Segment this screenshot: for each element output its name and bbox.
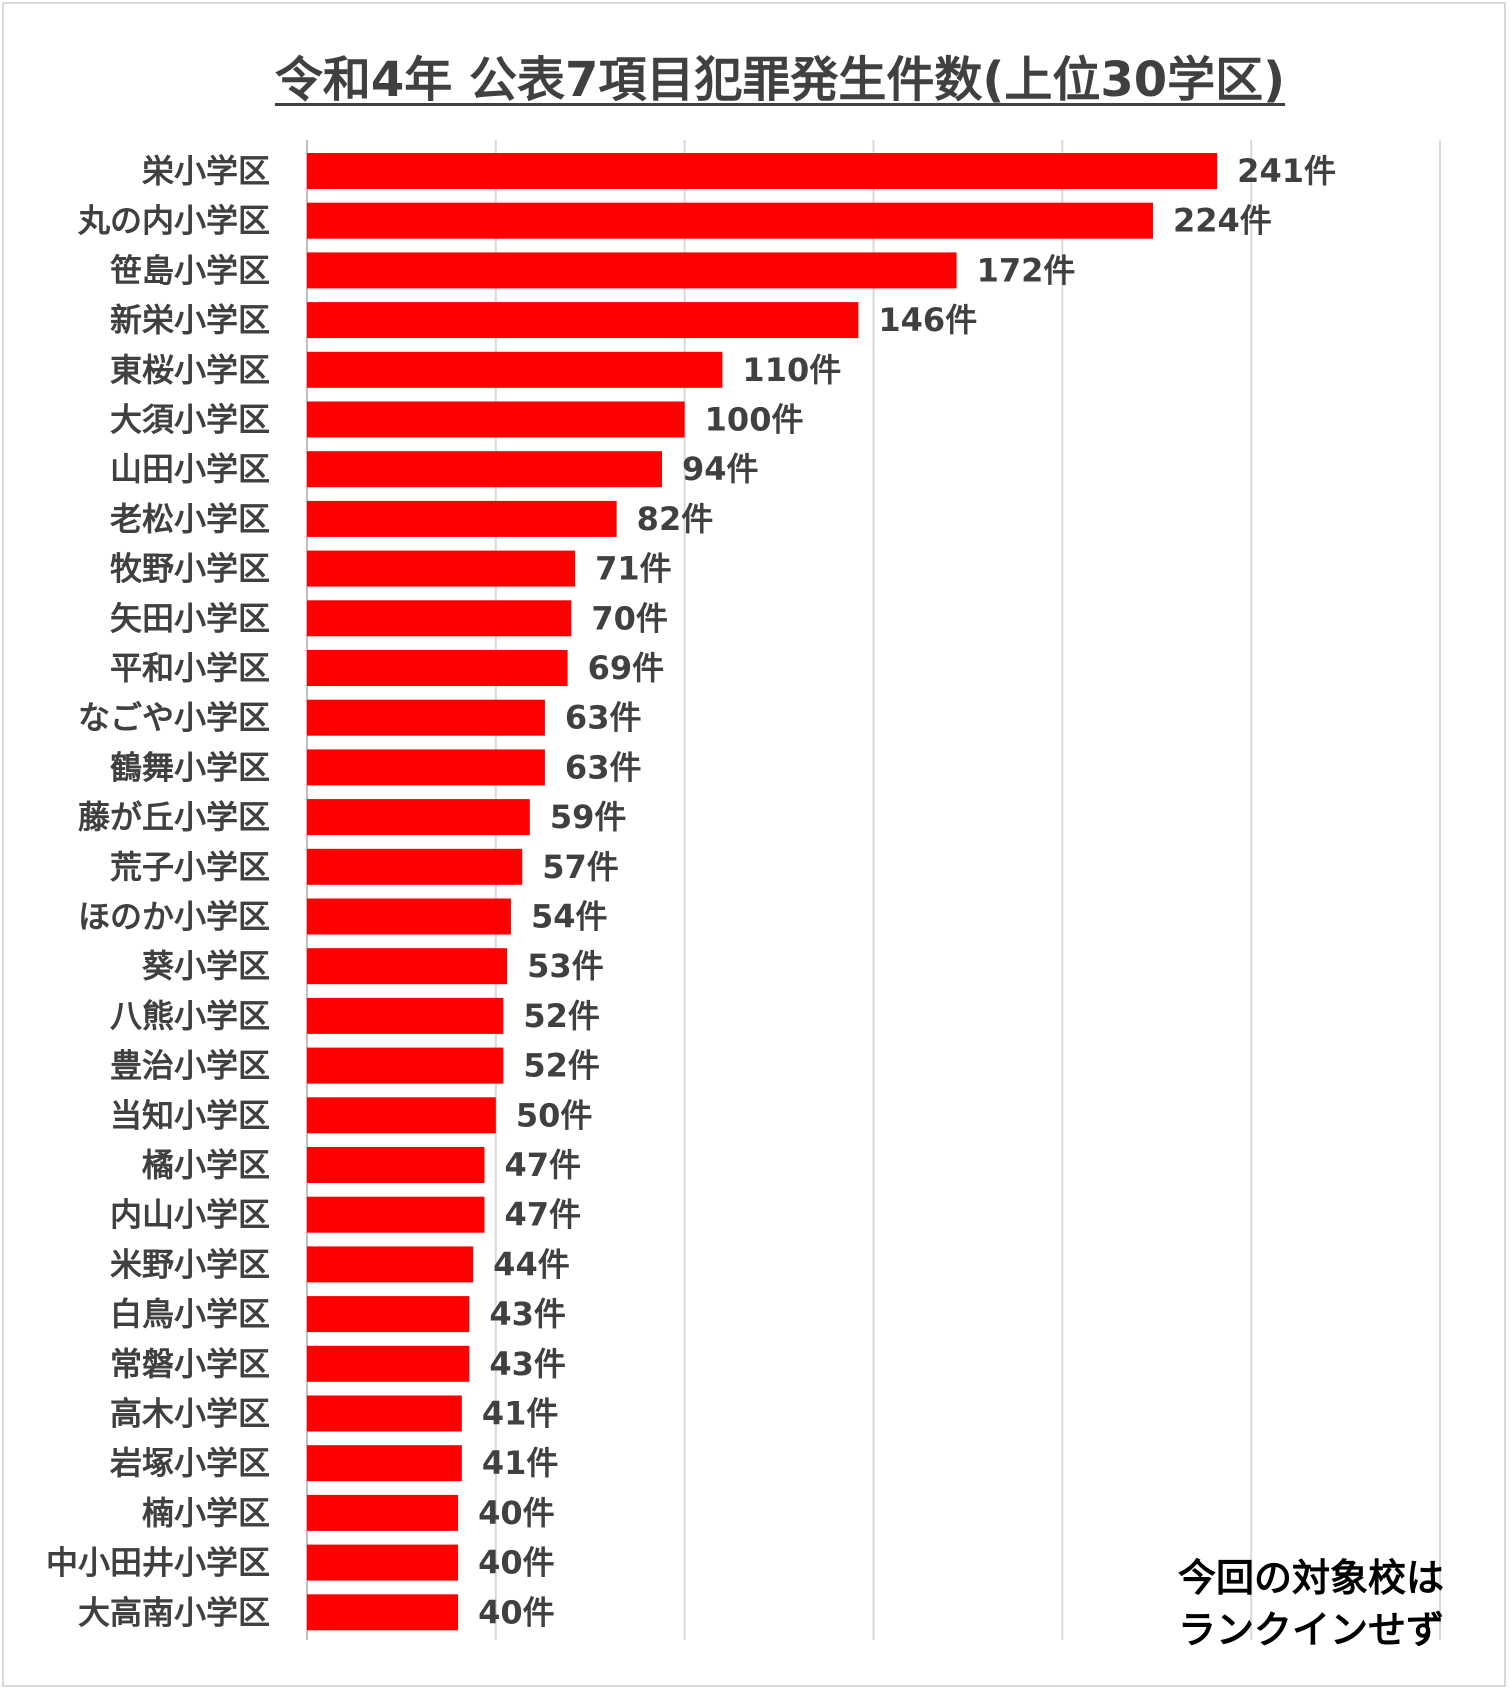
bar [307, 600, 572, 637]
data-label: 69件 [588, 649, 665, 687]
data-label: 43件 [489, 1295, 566, 1333]
category-label: 常磐小学区 [110, 1345, 270, 1383]
bar [307, 1097, 496, 1134]
data-label: 110件 [742, 351, 841, 389]
bar [307, 948, 508, 985]
data-label: 241件 [1237, 152, 1336, 190]
category-label: 矢田小学区 [110, 599, 270, 637]
data-label: 63件 [565, 748, 642, 786]
category-label: ほのか小学区 [78, 898, 270, 936]
bar [307, 1246, 474, 1283]
data-label: 224件 [1173, 202, 1272, 240]
bar [307, 202, 1153, 239]
category-label: 牧野小学区 [110, 550, 270, 588]
category-label: 鶴舞小学区 [110, 748, 270, 786]
bar [307, 1196, 485, 1233]
bar [307, 1594, 459, 1631]
category-label: 豊治小学区 [110, 1047, 270, 1085]
bar [307, 1345, 470, 1382]
category-label: 八熊小学区 [110, 997, 270, 1035]
category-label: 丸の内小学区 [77, 202, 270, 240]
data-label: 52件 [523, 997, 600, 1035]
bar [307, 749, 545, 786]
bar [307, 451, 663, 488]
bar [307, 1047, 504, 1084]
data-label: 40件 [478, 1544, 555, 1582]
category-label: 藤が丘小学区 [78, 798, 270, 836]
note-line-1: 今回の対象校は [1178, 1556, 1445, 1600]
category-label: 高木小学区 [110, 1395, 270, 1433]
chart-title: 令和4年 公表7項目犯罪発生件数(上位30学区) [274, 52, 1286, 108]
bar [307, 1395, 462, 1432]
bar [307, 302, 859, 339]
data-label: 44件 [493, 1245, 570, 1283]
note-text: 今回の対象校は ランクインせず [1178, 1552, 1444, 1656]
data-label: 146件 [878, 301, 977, 339]
category-label: 東桜小学区 [110, 351, 270, 389]
data-label: 43件 [489, 1345, 566, 1383]
data-label: 47件 [505, 1196, 582, 1234]
data-label: 52件 [523, 1047, 600, 1085]
data-label: 63件 [565, 699, 642, 737]
category-label: 笹島小学区 [110, 251, 270, 289]
bar [307, 1147, 485, 1183]
category-label: 橘小学区 [142, 1146, 270, 1184]
bar [307, 997, 504, 1034]
data-label: 70件 [591, 599, 668, 637]
category-label: 荒子小学区 [110, 848, 270, 886]
bar [307, 252, 957, 289]
bar [307, 848, 523, 885]
bar [307, 153, 1218, 189]
data-label: 47件 [505, 1146, 582, 1184]
data-label: 172件 [977, 251, 1076, 289]
data-label: 57件 [542, 848, 619, 886]
data-label: 40件 [478, 1494, 555, 1532]
bar [307, 799, 530, 836]
bar [307, 650, 568, 686]
category-label: 大須小学区 [110, 401, 270, 439]
category-label: 米野小学区 [110, 1245, 270, 1283]
category-label: 楠小学区 [142, 1494, 270, 1532]
category-label: 大高南小学区 [78, 1593, 270, 1631]
category-label: 内山小学区 [110, 1196, 270, 1234]
bar [307, 699, 545, 736]
data-label: 53件 [527, 947, 604, 985]
category-label: 白鳥小学区 [110, 1295, 270, 1333]
data-label: 41件 [482, 1395, 559, 1433]
category-label: 老松小学区 [110, 500, 270, 538]
category-label: 岩塚小学区 [110, 1444, 270, 1482]
bar [307, 550, 576, 587]
bar [307, 351, 723, 388]
category-label: 山田小学区 [110, 450, 270, 488]
data-label: 82件 [637, 500, 714, 538]
data-label: 94件 [682, 450, 759, 488]
data-label: 54件 [531, 898, 608, 936]
bar [307, 1494, 459, 1531]
data-label: 50件 [516, 1096, 593, 1134]
data-label: 71件 [595, 550, 672, 588]
bar [307, 1296, 470, 1333]
category-label: 平和小学区 [110, 649, 270, 687]
category-label: 中小田井小学区 [46, 1544, 270, 1582]
data-label: 100件 [705, 401, 804, 439]
data-label: 59件 [550, 798, 627, 836]
data-label: 40件 [478, 1593, 555, 1631]
category-label: 新栄小学区 [110, 301, 270, 339]
category-label: 栄小学区 [142, 152, 270, 190]
bar [307, 1544, 459, 1581]
bar [307, 898, 511, 935]
note-line-2: ランクインせず [1178, 1608, 1445, 1652]
category-label: 当知小学区 [110, 1096, 270, 1134]
category-label: なごや小学区 [78, 699, 270, 737]
bar [307, 1445, 462, 1482]
data-label: 41件 [482, 1444, 559, 1482]
category-label: 葵小学区 [142, 947, 270, 985]
bar [307, 401, 685, 438]
bar [307, 500, 617, 537]
